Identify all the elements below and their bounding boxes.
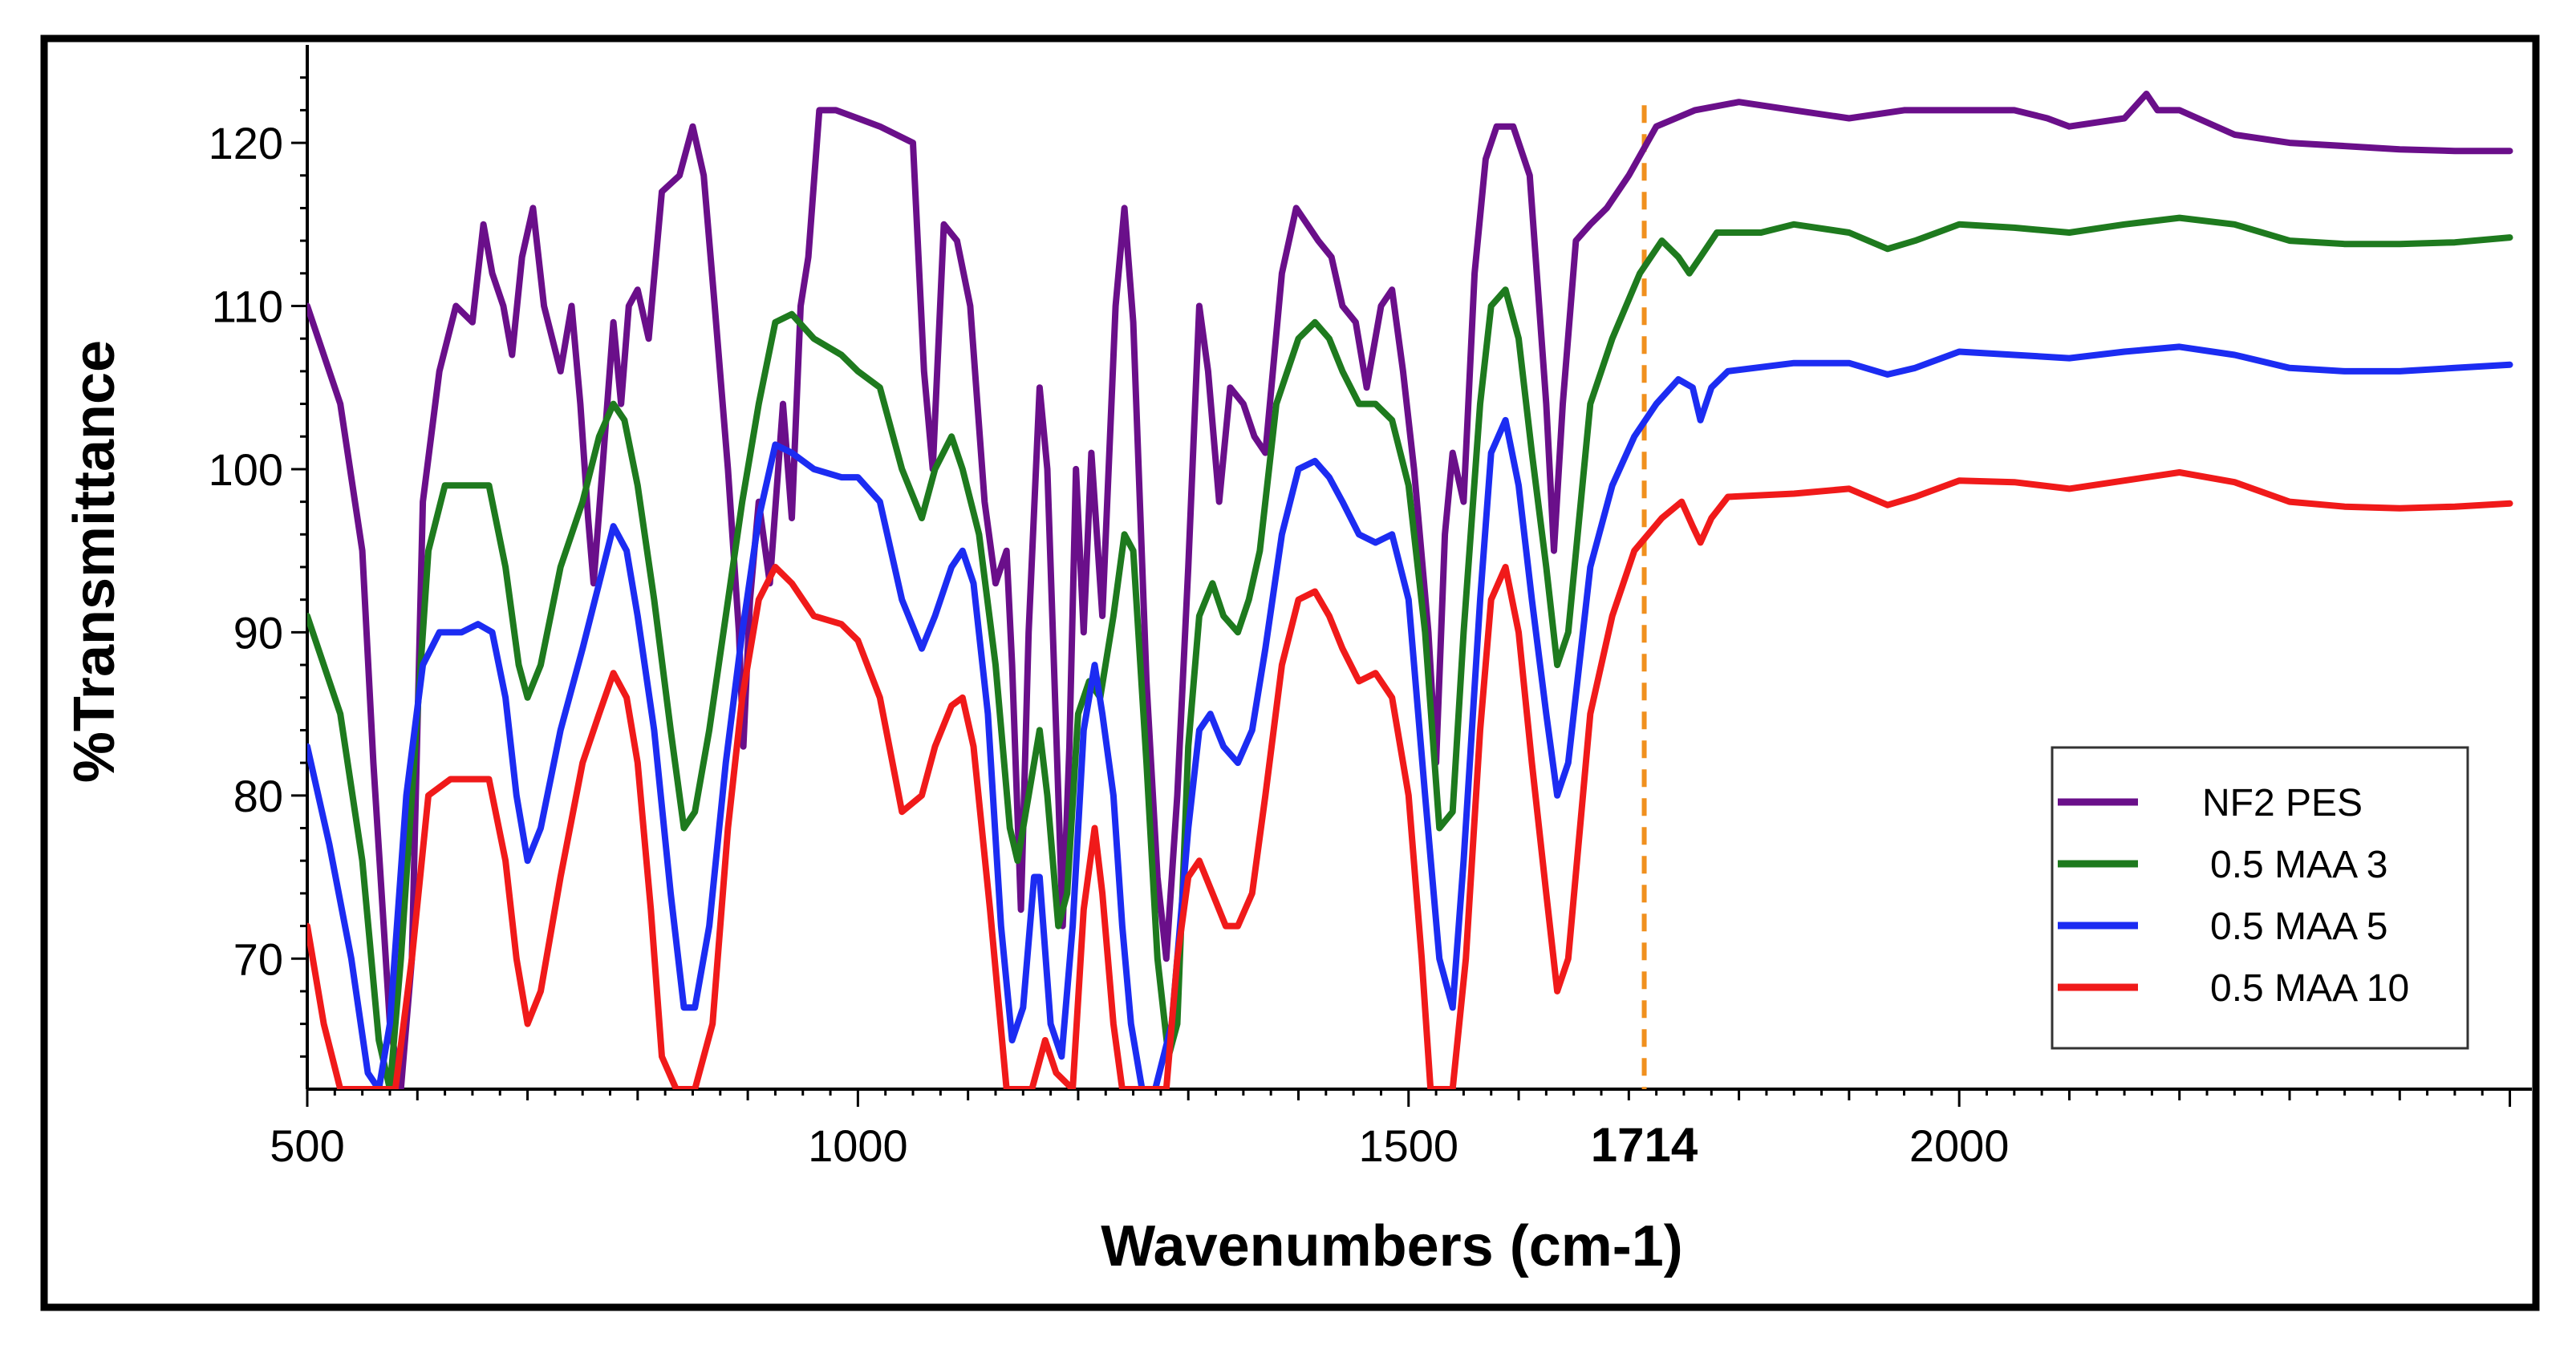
annotation-1714-label: 1714 (1591, 1118, 1698, 1172)
series-line-0-5-maa-5 (307, 343, 2513, 1089)
x-tick-label: 1500 (1358, 1120, 1458, 1171)
y-tick-labels: 70 80 90 100 110 120 (209, 118, 283, 984)
y-tick-label: 70 (233, 934, 283, 984)
legend-label: 0.5 MAA 10 (2210, 967, 2409, 1010)
y-tick-label: 90 (233, 607, 283, 658)
x-tick-label: 1000 (808, 1120, 908, 1171)
y-tick-label: 110 (212, 282, 283, 332)
legend-items (2058, 798, 2138, 991)
series-line-nf2-pes (307, 91, 2513, 1089)
legend-label: 0.5 MAA 3 (2210, 844, 2387, 886)
legend-box (2051, 746, 2469, 1050)
series-line-0-5-maa-3 (307, 214, 2513, 1089)
y-tick-label: 100 (209, 444, 283, 495)
series-layer (307, 91, 2513, 1089)
axis-ticks (291, 76, 2512, 1107)
series-line-0-5-maa-10 (307, 469, 2513, 1089)
x-tick-label: 2000 (1909, 1120, 2010, 1171)
legend: NF2 PES 0.5 MAA 3 0.5 MAA 5 0.5 MAA 10 (2051, 746, 2469, 1050)
x-axis-title: Wavenumbers (cm-1) (1101, 1214, 1683, 1278)
x-tick-label: 500 (270, 1120, 344, 1171)
y-tick-label: 120 (209, 118, 283, 168)
y-axis-title: %Transmittance (63, 340, 127, 783)
legend-label: 0.5 MAA 5 (2210, 905, 2387, 948)
y-tick-label: 80 (233, 771, 283, 821)
x-tick-labels: 500 1000 1500 2000 (270, 1120, 2009, 1171)
legend-label: NF2 PES (2202, 782, 2363, 824)
